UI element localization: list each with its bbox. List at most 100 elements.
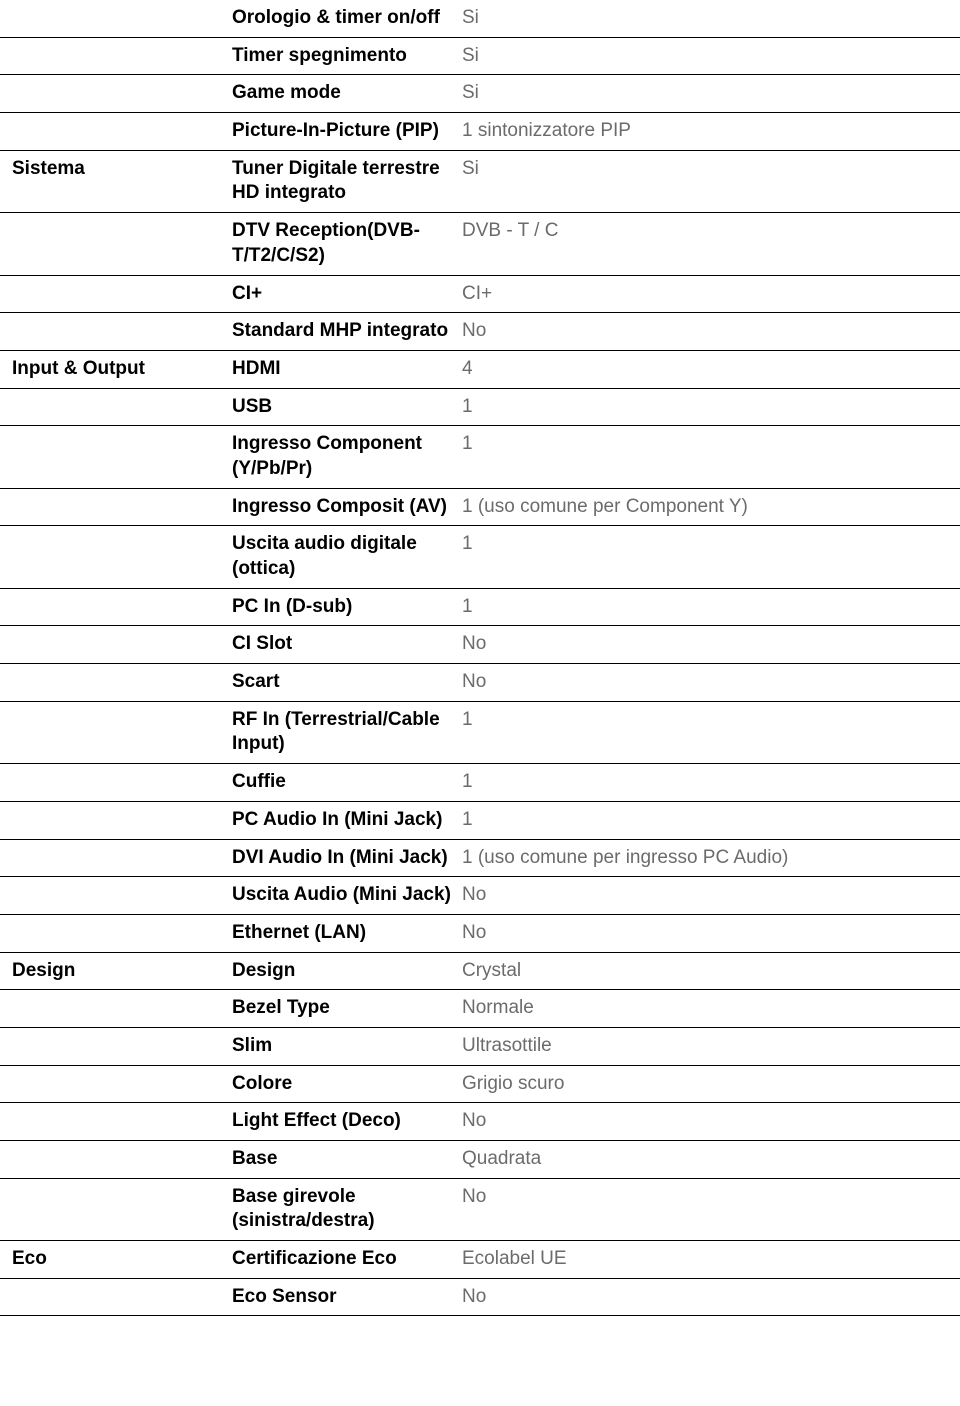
value-cell: CI+	[462, 276, 960, 313]
table-row: PC In (D-sub)1	[0, 589, 960, 627]
section-cell: Eco	[0, 1241, 232, 1278]
table-row: USB1	[0, 389, 960, 427]
table-row: Ingresso Composit (AV)1 (uso comune per …	[0, 489, 960, 527]
value-cell: Si	[462, 151, 960, 188]
section-cell	[0, 840, 232, 852]
label-cell: Colore	[232, 1066, 462, 1103]
table-row: DTV Reception(DVB-T/T2/C/S2)DVB - T / C	[0, 213, 960, 275]
table-row: Light Effect (Deco)No	[0, 1103, 960, 1141]
section-cell: Input & Output	[0, 351, 232, 388]
label-cell: USB	[232, 389, 462, 426]
section-cell	[0, 1141, 232, 1153]
table-row: Timer spegnimentoSi	[0, 38, 960, 76]
label-cell: Base	[232, 1141, 462, 1178]
label-cell: Ethernet (LAN)	[232, 915, 462, 952]
section-cell	[0, 589, 232, 601]
table-row: CI SlotNo	[0, 626, 960, 664]
label-cell: RF In (Terrestrial/Cable Input)	[232, 702, 462, 763]
table-row: SlimUltrasottile	[0, 1028, 960, 1066]
table-row: PC Audio In (Mini Jack)1	[0, 802, 960, 840]
label-cell: Orologio & timer on/off	[232, 0, 462, 37]
section-cell	[0, 1103, 232, 1115]
table-row: CI+CI+	[0, 276, 960, 314]
value-cell: 1	[462, 802, 960, 839]
value-cell: 1	[462, 702, 960, 739]
table-row: Picture-In-Picture (PIP)1 sintonizzatore…	[0, 113, 960, 151]
value-cell: 1	[462, 764, 960, 801]
section-cell	[0, 113, 232, 125]
table-row: Ingresso Component (Y/Pb/Pr)1	[0, 426, 960, 488]
label-cell: Standard MHP integrato	[232, 313, 462, 350]
section-cell	[0, 75, 232, 87]
section-cell	[0, 1279, 232, 1291]
table-row: DesignDesignCrystal	[0, 953, 960, 991]
section-cell	[0, 915, 232, 927]
label-cell: Timer spegnimento	[232, 38, 462, 75]
value-cell: 4	[462, 351, 960, 388]
value-cell: Crystal	[462, 953, 960, 990]
table-row: Uscita Audio (Mini Jack)No	[0, 877, 960, 915]
section-cell	[0, 313, 232, 325]
label-cell: CI+	[232, 276, 462, 313]
value-cell: 1 sintonizzatore PIP	[462, 113, 960, 150]
label-cell: Certificazione Eco	[232, 1241, 462, 1278]
value-cell: No	[462, 1103, 960, 1140]
value-cell: No	[462, 1279, 960, 1316]
table-row: Bezel TypeNormale	[0, 990, 960, 1028]
label-cell: Uscita audio digitale (ottica)	[232, 526, 462, 587]
value-cell: Grigio scuro	[462, 1066, 960, 1103]
section-cell: Sistema	[0, 151, 232, 188]
value-cell: Ultrasottile	[462, 1028, 960, 1065]
value-cell: Si	[462, 38, 960, 75]
label-cell: HDMI	[232, 351, 462, 388]
label-cell: Uscita Audio (Mini Jack)	[232, 877, 462, 914]
value-cell: Normale	[462, 990, 960, 1027]
value-cell: No	[462, 1179, 960, 1216]
label-cell: Picture-In-Picture (PIP)	[232, 113, 462, 150]
section-cell: Design	[0, 953, 232, 990]
section-cell	[0, 38, 232, 50]
label-cell: Scart	[232, 664, 462, 701]
label-cell: PC Audio In (Mini Jack)	[232, 802, 462, 839]
label-cell: Ingresso Component (Y/Pb/Pr)	[232, 426, 462, 487]
table-row: Eco SensorNo	[0, 1279, 960, 1317]
value-cell: 1 (uso comune per ingresso PC Audio)	[462, 840, 960, 877]
value-cell: 1 (uso comune per Component Y)	[462, 489, 960, 526]
label-cell: DTV Reception(DVB-T/T2/C/S2)	[232, 213, 462, 274]
label-cell: Cuffie	[232, 764, 462, 801]
table-row: RF In (Terrestrial/Cable Input)1	[0, 702, 960, 764]
table-row: Input & OutputHDMI4	[0, 351, 960, 389]
label-cell: Light Effect (Deco)	[232, 1103, 462, 1140]
section-cell	[0, 1179, 232, 1191]
table-row: Ethernet (LAN)No	[0, 915, 960, 953]
table-row: EcoCertificazione EcoEcolabel UE	[0, 1241, 960, 1279]
label-cell: Bezel Type	[232, 990, 462, 1027]
section-cell	[0, 489, 232, 501]
label-cell: Eco Sensor	[232, 1279, 462, 1316]
table-row: ColoreGrigio scuro	[0, 1066, 960, 1104]
value-cell: 1	[462, 589, 960, 626]
value-cell: 1	[462, 389, 960, 426]
label-cell: Tuner Digitale terrestre HD integrato	[232, 151, 462, 212]
value-cell: 1	[462, 426, 960, 463]
section-cell	[0, 526, 232, 538]
value-cell: Ecolabel UE	[462, 1241, 960, 1278]
table-row: Base girevole (sinistra/destra)No	[0, 1179, 960, 1241]
value-cell: No	[462, 626, 960, 663]
value-cell: Si	[462, 75, 960, 112]
label-cell: Game mode	[232, 75, 462, 112]
section-cell	[0, 664, 232, 676]
section-cell	[0, 764, 232, 776]
label-cell: Slim	[232, 1028, 462, 1065]
table-row: Orologio & timer on/offSi	[0, 0, 960, 38]
spec-table: Orologio & timer on/offSiTimer spegnimen…	[0, 0, 960, 1316]
section-cell	[0, 1028, 232, 1040]
value-cell: No	[462, 915, 960, 952]
label-cell: PC In (D-sub)	[232, 589, 462, 626]
label-cell: Base girevole (sinistra/destra)	[232, 1179, 462, 1240]
section-cell	[0, 389, 232, 401]
section-cell	[0, 426, 232, 438]
label-cell: CI Slot	[232, 626, 462, 663]
section-cell	[0, 877, 232, 889]
section-cell	[0, 702, 232, 714]
